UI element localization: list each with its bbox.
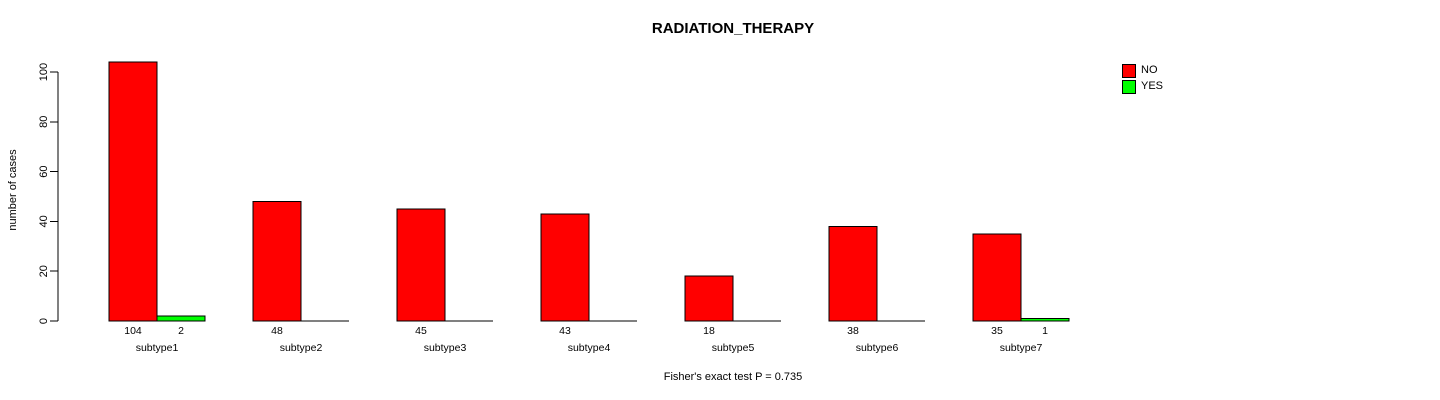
bar-value-label-no-subtype2: 48 bbox=[271, 325, 283, 337]
legend-item-no: NO bbox=[1122, 63, 1163, 78]
legend-label-no: NO bbox=[1141, 64, 1158, 76]
bar-value-label-no-subtype1: 104 bbox=[124, 325, 142, 337]
y-axis-tick-label: 0 bbox=[38, 318, 50, 324]
x-category-label-subtype7: subtype7 bbox=[1000, 342, 1043, 354]
legend-item-yes: YES bbox=[1122, 79, 1163, 94]
y-axis-tick-label: 40 bbox=[38, 215, 50, 227]
x-category-label-subtype1: subtype1 bbox=[136, 342, 179, 354]
bar-no-subtype5 bbox=[684, 275, 734, 322]
bar-no-subtype6 bbox=[828, 225, 878, 322]
bar-no-subtype4 bbox=[540, 213, 590, 322]
legend-swatch-yes-icon bbox=[1122, 79, 1136, 94]
bar-no-subtype1 bbox=[108, 61, 158, 322]
x-category-label-subtype2: subtype2 bbox=[280, 342, 323, 354]
x-category-label-subtype6: subtype6 bbox=[856, 342, 899, 354]
bar-value-label-no-subtype5: 18 bbox=[703, 325, 715, 337]
annotation-fisher-test: Fisher's exact test P = 0.735 bbox=[663, 371, 803, 383]
bar-no-subtype2 bbox=[252, 200, 302, 322]
x-category-label-subtype5: subtype5 bbox=[712, 342, 755, 354]
y-axis-tick-label: 20 bbox=[38, 265, 50, 277]
bar-yes-subtype1 bbox=[156, 315, 206, 322]
bar-yes-subtype7 bbox=[1020, 318, 1070, 322]
chart-title: RADIATION_THERAPY bbox=[651, 20, 815, 37]
bar-value-label-no-subtype6: 38 bbox=[847, 325, 859, 337]
y-axis-tick-label: 80 bbox=[38, 116, 50, 128]
bar-value-label-no-subtype7: 35 bbox=[991, 325, 1003, 337]
x-category-label-subtype3: subtype3 bbox=[424, 342, 467, 354]
bar-value-label-yes-subtype7: 1 bbox=[1042, 325, 1048, 337]
bar-no-subtype7 bbox=[972, 233, 1022, 322]
legend: NO YES bbox=[1122, 63, 1163, 95]
legend-label-yes: YES bbox=[1141, 80, 1164, 92]
bar-value-label-no-subtype3: 45 bbox=[415, 325, 427, 337]
x-category-label-subtype4: subtype4 bbox=[568, 342, 611, 354]
bar-value-label-yes-subtype1: 2 bbox=[178, 325, 184, 337]
y-axis-tick-label: 60 bbox=[38, 165, 50, 177]
y-axis-tick-label: 100 bbox=[38, 63, 50, 81]
legend-swatch-no-icon bbox=[1122, 63, 1136, 78]
bar-value-label-no-subtype4: 43 bbox=[559, 325, 571, 337]
bar-no-subtype3 bbox=[396, 208, 446, 322]
